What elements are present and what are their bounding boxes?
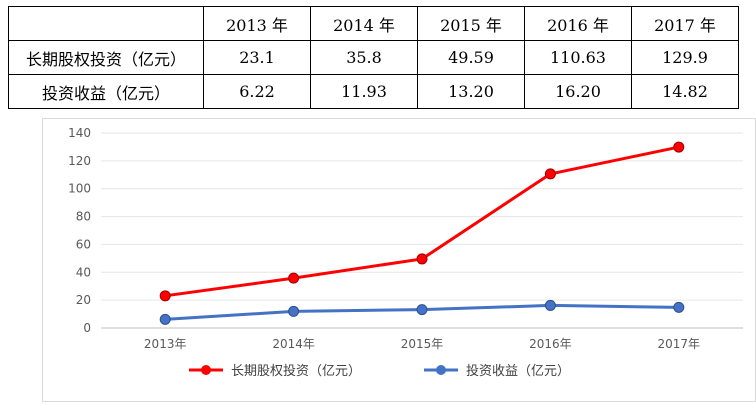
chart-svg: 0 20 40 60 80 100 120 140 2013年 2014年 2015年 2016年 20…	[68, 126, 743, 379]
data-point	[673, 301, 685, 313]
legend-label-1: 投资收益（亿元）	[466, 363, 570, 379]
series-line-0	[164, 145, 680, 298]
table-cell: 110.63	[524, 40, 632, 75]
data-point	[544, 168, 556, 180]
data-point	[159, 290, 171, 302]
x-tick-label: 2015年	[401, 337, 444, 351]
row-label: 长期股权投资（亿元）	[8, 40, 204, 75]
table-cell: 11.93	[310, 74, 418, 109]
year-header-2013: 2013 年	[203, 6, 311, 41]
table-cell: 13.20	[417, 74, 525, 109]
year-header-2014: 2014 年	[310, 6, 418, 41]
table-cell: 16.20	[524, 74, 632, 109]
table-cell: 129.9	[631, 40, 739, 75]
data-point	[673, 141, 685, 153]
y-tick-label: 80	[76, 210, 91, 224]
y-tick-label: 120	[68, 154, 91, 168]
y-tick-label: 60	[76, 237, 91, 251]
y-tick-label: 20	[76, 293, 91, 307]
table-cell: 49.59	[417, 40, 525, 75]
year-header-2015: 2015 年	[417, 6, 525, 41]
data-point	[288, 305, 300, 317]
line-chart: 0 20 40 60 80 100 120 140 2013年 2014年 2015年 2016年 20…	[42, 118, 756, 402]
x-tick-label: 2016年	[529, 337, 572, 351]
table-corner-cell	[8, 6, 204, 41]
data-point	[159, 313, 171, 325]
year-header-2016: 2016 年	[524, 6, 632, 41]
table-row: 长期股权投资（亿元） 23.1 35.8 49.59 110.63 129.9	[8, 40, 739, 75]
table-cell: 35.8	[310, 40, 418, 75]
table-cell: 6.22	[203, 74, 311, 109]
legend-marker-0	[201, 365, 211, 375]
y-tick-label: 40	[76, 265, 91, 279]
year-header-2017: 2017 年	[631, 6, 739, 41]
x-tick-label: 2014年	[272, 337, 315, 351]
y-tick-label: 0	[83, 321, 91, 335]
data-point	[288, 272, 300, 284]
data-point	[416, 304, 428, 316]
table-header-row: 2013 年 2014 年 2015 年 2016 年 2017 年	[8, 6, 739, 41]
y-tick-label: 100	[68, 182, 91, 196]
table-cell: 23.1	[203, 40, 311, 75]
row-label: 投资收益（亿元）	[8, 74, 204, 109]
data-table: 2013 年 2014 年 2015 年 2016 年 2017 年 长期股权投…	[8, 6, 739, 109]
x-tick-label: 2017年	[658, 337, 701, 351]
table-cell: 14.82	[631, 74, 739, 109]
legend-marker-1	[436, 365, 446, 375]
legend-label-0: 长期股权投资（亿元）	[231, 363, 361, 379]
table-row: 投资收益（亿元） 6.22 11.93 13.20 16.20 14.82	[8, 74, 739, 109]
data-point	[416, 253, 428, 265]
data-point	[544, 299, 556, 311]
x-tick-label: 2013年	[144, 337, 187, 351]
y-tick-label: 140	[68, 126, 91, 140]
